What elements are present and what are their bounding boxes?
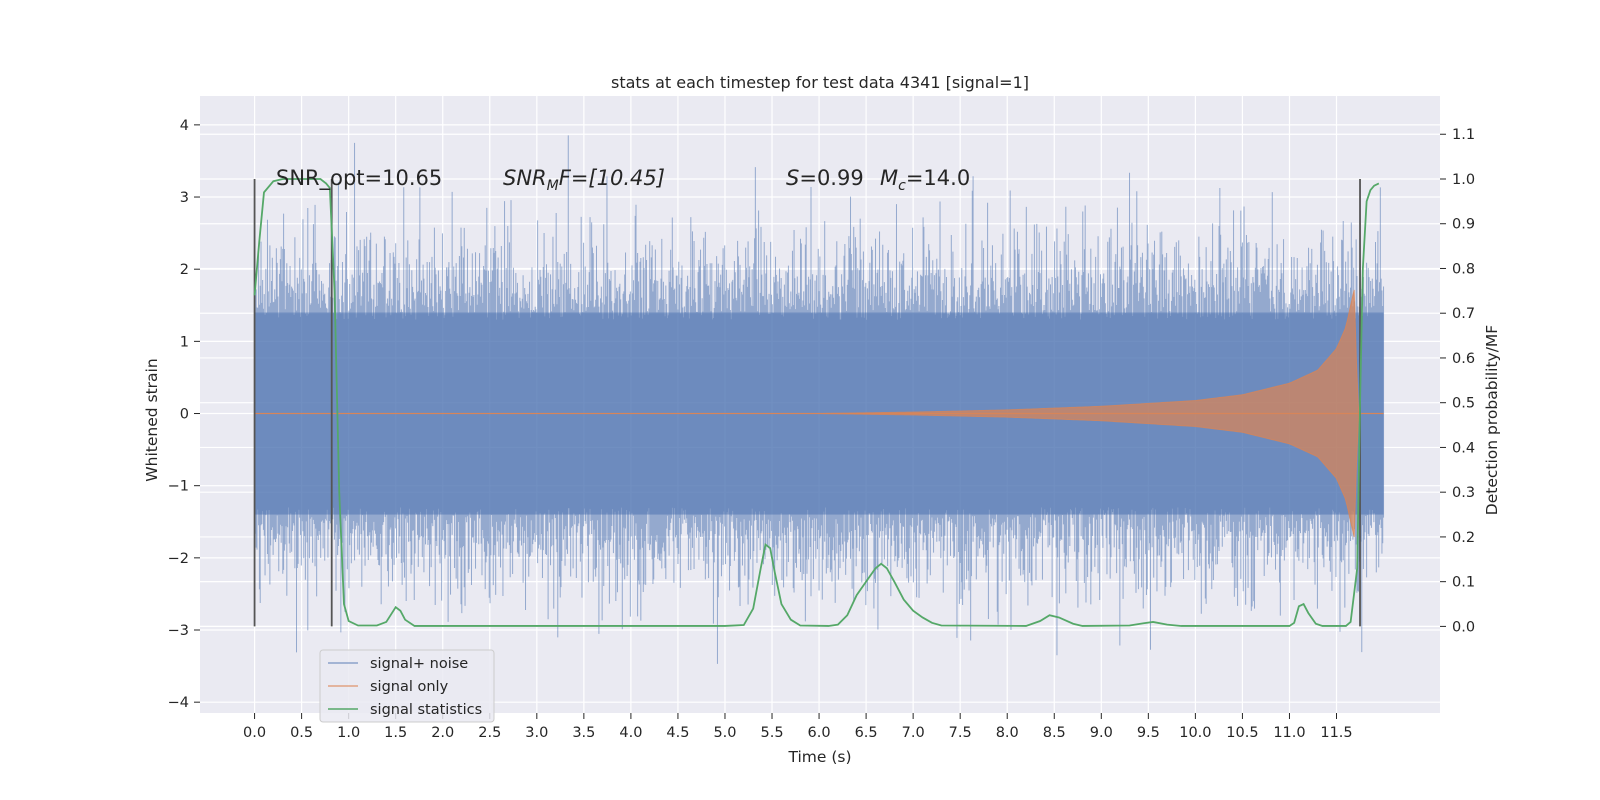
y-right-tick-label: 0.0 (1452, 619, 1475, 635)
axes: 0.0 0.5 1.0 1.5 2.0 2.5 3.0 3.5 4.0 4.5 5.0 5.5 6.0 6… (168, 118, 1475, 741)
y-tick-label: 2 (180, 262, 189, 278)
x-tick-label: 5.5 (760, 725, 783, 741)
x-tick-label: 9.5 (1137, 725, 1160, 741)
y-tick-label: 1 (180, 334, 189, 350)
x-tick-label: 3.0 (525, 725, 548, 741)
y-tick-label: 3 (180, 190, 189, 206)
annotation-mc-subscript: c (898, 178, 906, 194)
chart-title: stats at each timestep for test data 434… (611, 73, 1029, 92)
y-right-tick-label: 0.9 (1452, 217, 1475, 233)
y-right-tick-label: 0.3 (1452, 485, 1475, 501)
y-tick-label: −3 (168, 623, 189, 639)
legend-label-signal-statistics: signal statistics (370, 702, 482, 718)
annotation-snr-opt: SNR_opt=10.65 (276, 166, 442, 191)
x-tick-label: 8.0 (996, 725, 1019, 741)
y-right-tick-label: 0.1 (1452, 575, 1475, 591)
y-right-tick-label: 0.7 (1452, 306, 1475, 322)
x-tick-label: 11.0 (1273, 725, 1305, 741)
annotation-s: S=0.99 (786, 166, 864, 190)
x-axis-label: Time (s) (787, 748, 851, 766)
y-axis-right-label: Detection probability/MF (1483, 325, 1501, 516)
y-right-tick-label: 1.1 (1452, 127, 1475, 143)
y-right-tick-label: 0.6 (1452, 351, 1475, 367)
annotation-snr-mf-subscript: M (547, 178, 559, 194)
annotation-s-value: =0.99 (799, 166, 863, 190)
y-right-tick-label: 0.5 (1452, 396, 1475, 412)
y-right-tick-label: 0.2 (1452, 530, 1475, 546)
x-tick-label: 10.0 (1179, 725, 1211, 741)
annotation-s-symbol: S (786, 166, 799, 190)
x-tick-label: 8.5 (1043, 725, 1066, 741)
x-tick-label: 2.5 (478, 725, 501, 741)
y-tick-label: −2 (168, 551, 189, 567)
legend-label-signal-only: signal only (370, 679, 449, 695)
x-tick-label: 1.5 (384, 725, 407, 741)
y-tick-label: −4 (168, 695, 189, 711)
x-tick-label: 0.0 (243, 725, 266, 741)
y-axis-label: Whitened strain (143, 358, 161, 481)
legend-label-signal-noise: signal+ noise (370, 656, 468, 672)
x-tick-label: 6.0 (808, 725, 831, 741)
y-tick-label: 0 (180, 407, 189, 423)
x-tick-label: 3.5 (572, 725, 595, 741)
legend: signal+ noise signal only signal statist… (319, 649, 495, 723)
y-tick-label: 4 (180, 118, 189, 134)
annotation-mc: Mc=14.0 (880, 166, 970, 194)
annotation-mc-symbol: M (880, 166, 898, 190)
y-right-tick-label: 1.0 (1452, 172, 1475, 188)
x-tick-label: 5.0 (713, 725, 736, 741)
x-tick-label: 1.0 (337, 725, 360, 741)
x-tick-label: 11.5 (1320, 725, 1352, 741)
x-tick-label: 4.5 (666, 725, 689, 741)
x-tick-label: 7.0 (902, 725, 925, 741)
x-tick-label: 6.5 (855, 725, 878, 741)
annotation-snr-mf-prefix: SNR (503, 166, 547, 190)
x-tick-label: 2.0 (431, 725, 454, 741)
legend-box (319, 649, 495, 723)
annotation-mc-value: =14.0 (906, 166, 970, 190)
x-tick-label: 10.5 (1226, 725, 1258, 741)
y-tick-label: −1 (168, 479, 189, 495)
x-tick-label: 9.0 (1090, 725, 1113, 741)
x-tick-label: 4.0 (619, 725, 642, 741)
signal-statistics-line (253, 178, 1380, 627)
signal-only-series (254, 289, 1384, 538)
y-right-tick-label: 0.4 (1452, 440, 1475, 456)
y-right-tick-label: 0.8 (1452, 261, 1475, 277)
x-tick-label: 0.5 (290, 725, 313, 741)
x-tick-label: 7.5 (949, 725, 972, 741)
annotation-snr-mf-suffix: F=[10.45] (559, 166, 665, 190)
signal-statistics-series (253, 178, 1380, 627)
annotation-snr-mf: SNRMF=[10.45] (503, 166, 665, 194)
